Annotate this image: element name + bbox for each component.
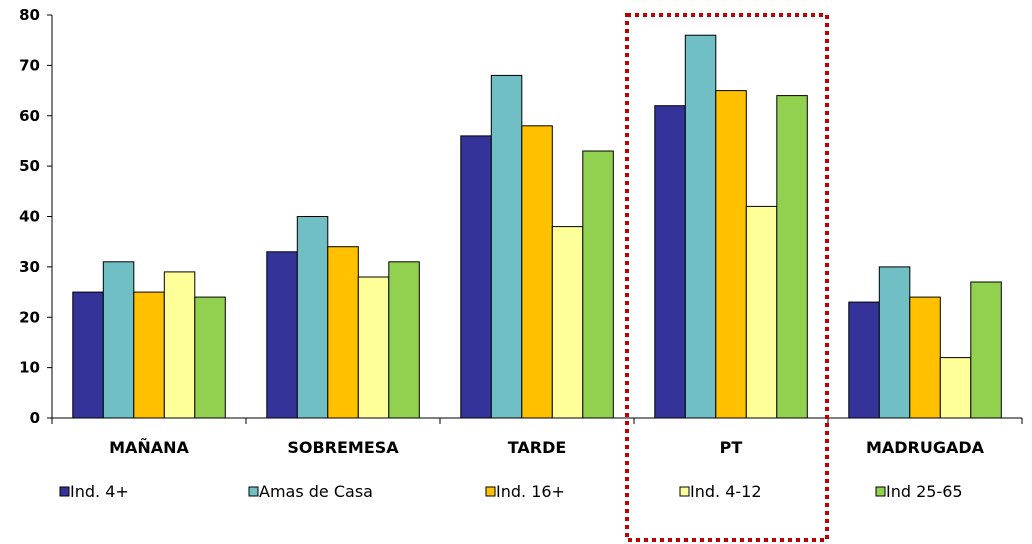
y-tick-label: 50	[19, 157, 40, 175]
y-tick-label: 40	[19, 208, 40, 226]
bar-tarde-series-4	[582, 150, 614, 419]
bar-madrugada-series-3	[939, 357, 972, 419]
bar-tarde-series-2	[521, 125, 553, 419]
bar-sobremesa-series-0	[266, 251, 298, 419]
bar-madrugada-series-2	[909, 296, 941, 419]
legend-swatch	[485, 486, 496, 497]
bar-sobremesa-series-2	[327, 246, 359, 419]
legend-swatch	[59, 486, 70, 497]
bar-ma-ana-series-1	[102, 261, 135, 419]
y-axis-ticks: 0 10 20 30 40 50 60 70 80	[19, 6, 52, 427]
bar-tarde-series-0	[460, 135, 492, 419]
y-tick-label: 10	[19, 359, 40, 377]
y-tick-label: 30	[19, 258, 40, 276]
bar-madrugada-series-4	[970, 281, 1002, 419]
legend-label: Ind 25-65	[886, 482, 963, 501]
highlight-box-pt	[625, 13, 829, 542]
bar-sobremesa-series-4	[388, 261, 420, 419]
bar-sobremesa-series-1	[296, 216, 329, 419]
x-category-label: TARDE	[508, 438, 567, 457]
bar-ma-ana-series-4	[194, 296, 226, 419]
legend-label: Amas de Casa	[259, 482, 373, 501]
bar-ma-ana-series-3	[163, 271, 196, 419]
bar-tarde-series-1	[490, 74, 523, 419]
y-tick-label: 80	[19, 6, 40, 24]
bar-madrugada-series-1	[878, 266, 911, 419]
bar-ma-ana-series-0	[72, 291, 104, 419]
y-tick-label: 20	[19, 308, 40, 326]
y-tick-label: 60	[19, 107, 40, 125]
legend-swatch	[679, 486, 690, 497]
bars-group	[72, 34, 1002, 419]
bar-pt-series-2	[715, 90, 747, 419]
x-category-label: PT	[720, 438, 743, 457]
legend-swatch	[875, 486, 886, 497]
bar-sobremesa-series-3	[357, 276, 390, 419]
bar-madrugada-series-0	[848, 301, 880, 419]
bar-tarde-series-3	[551, 226, 584, 419]
x-category-label: SOBREMESA	[287, 438, 399, 457]
legend-label: Ind. 16+	[496, 482, 565, 501]
legend-label: Ind. 4-12	[690, 482, 762, 501]
y-tick-label: 0	[30, 409, 40, 427]
x-category-label: MADRUGADA	[866, 438, 985, 457]
bar-ma-ana-series-2	[133, 291, 165, 419]
y-tick-label: 70	[19, 56, 40, 74]
x-axis-labels: MAÑANA SOBREMESA TARDE PT MADRUGADA	[109, 438, 985, 457]
legend-label: Ind. 4+	[70, 482, 129, 501]
bar-pt-series-3	[745, 205, 778, 419]
legend: Ind. 4+ Amas de Casa Ind. 16+ Ind. 4-12 Ind …	[59, 482, 963, 501]
x-category-label: MAÑANA	[109, 438, 189, 457]
legend-swatch	[248, 486, 259, 497]
bar-pt-series-0	[654, 105, 686, 419]
bar-pt-series-1	[684, 34, 717, 419]
bar-pt-series-4	[776, 95, 808, 419]
